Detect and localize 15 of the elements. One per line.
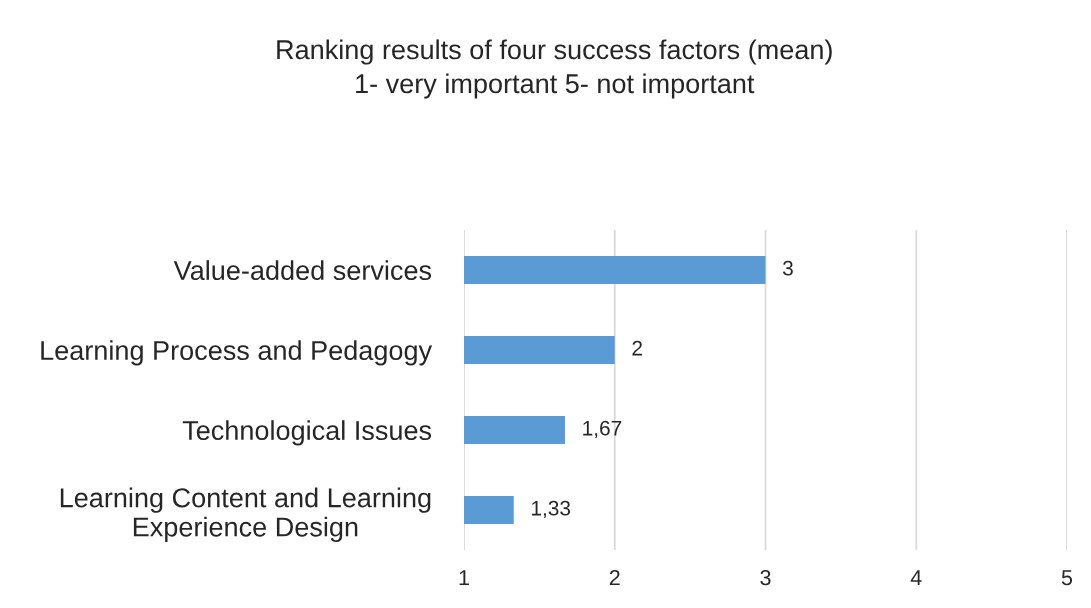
chart-title: Ranking results of four success factors (mean) (277, 39, 832, 65)
x-tick-label: 1 (459, 570, 469, 586)
x-tick-label: 3 (760, 570, 771, 586)
data-label: 2 (632, 340, 642, 356)
y-tick-label: Learning Process and Pedagogy (41, 340, 433, 366)
y-tick-label: Value-added services (173, 260, 432, 281)
data-label: 3 (782, 260, 793, 276)
data-label: 1,33 (532, 500, 571, 519)
x-tick-label: 2 (609, 570, 620, 586)
y-tick-label: Learning Content and Learning Experience Design (60, 487, 431, 542)
x-tick-label: 4 (910, 570, 922, 586)
data-label: 1,67 (583, 420, 622, 439)
chart-subtitle: 1- very important 5- not important (356, 73, 755, 99)
x-tick-label: 5 (1061, 570, 1073, 586)
y-tick-label: Technological Issues (182, 420, 432, 446)
